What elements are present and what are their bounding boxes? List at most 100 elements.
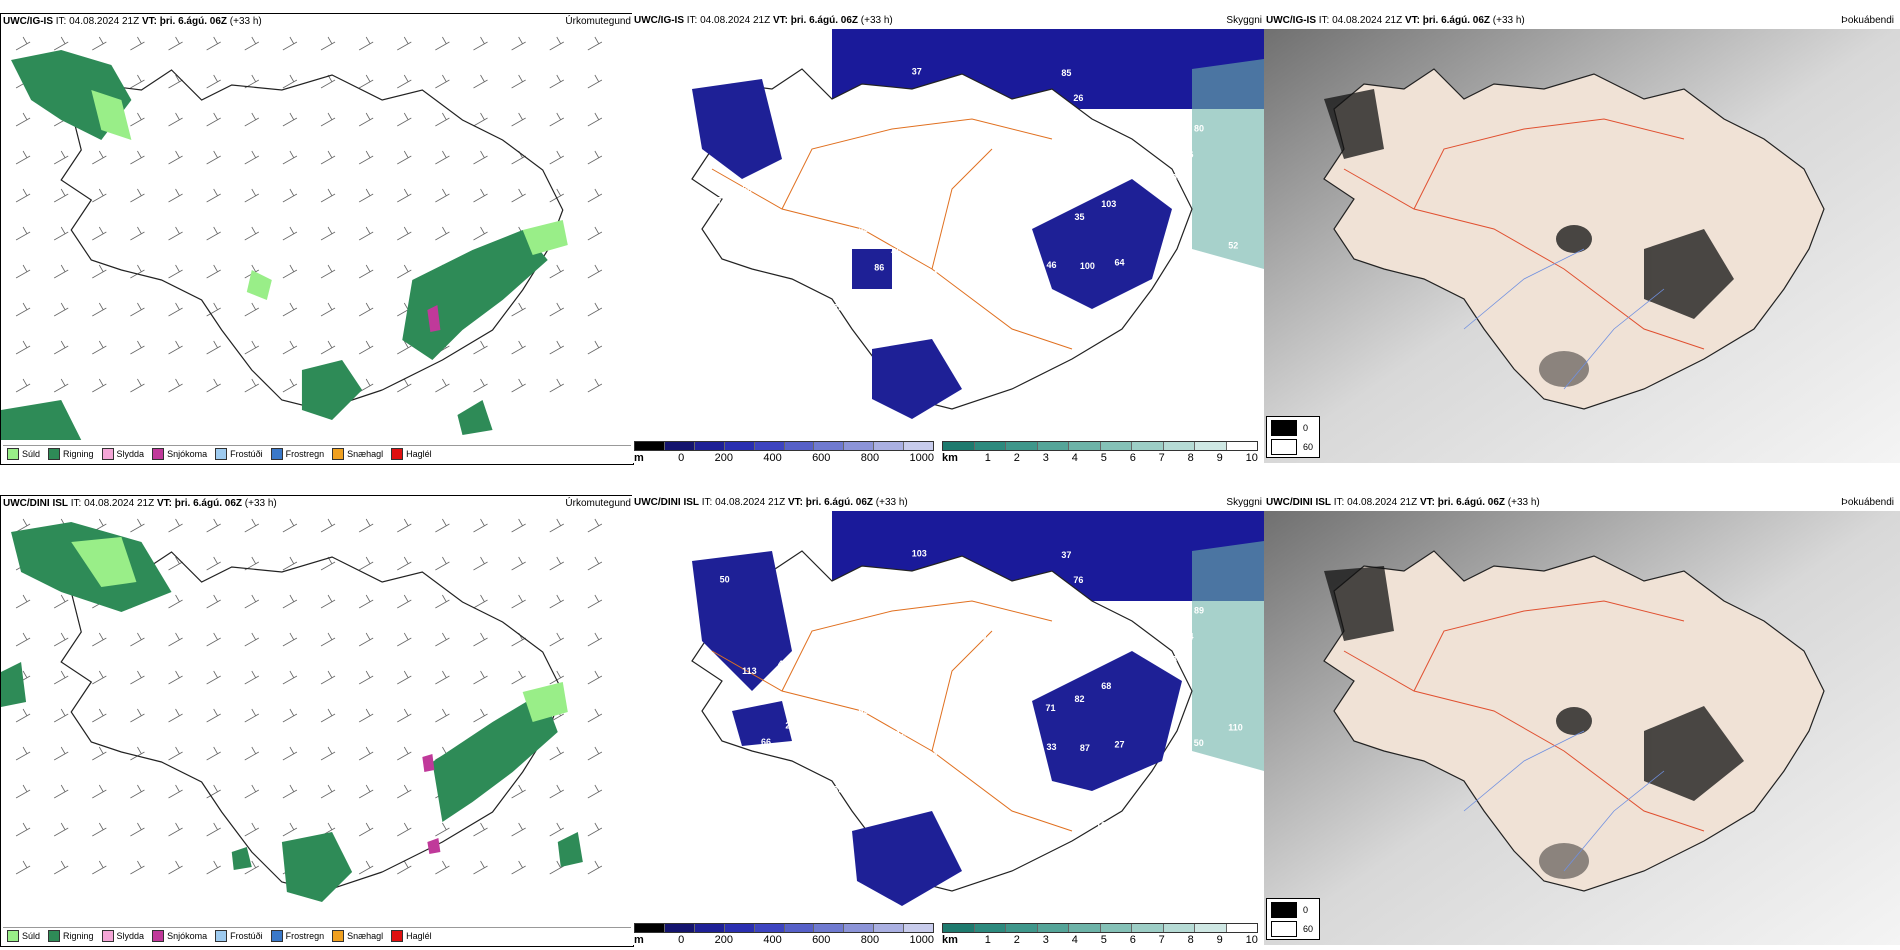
colorbar-segment (1195, 442, 1227, 450)
wind-barb (435, 378, 450, 393)
fog-dark-areas (1324, 89, 1734, 387)
wind-barb (473, 226, 488, 241)
cloudbase-value: 10 (1078, 117, 1088, 127)
rain-areas (1, 522, 583, 902)
cloudbase-value: 79 (836, 399, 846, 409)
legend-label: Frostúði (230, 931, 263, 941)
cloudbase-value: 50 (833, 117, 843, 127)
wind-barb (130, 378, 145, 393)
wind-barb (511, 784, 526, 799)
cloudbase-value: 90 (874, 745, 884, 755)
legend-swatch (7, 448, 19, 460)
roads (711, 118, 1073, 350)
fog-panel-top: UWC/IG-IS IT: 04.08.2024 21Z VT: þri. 6.… (1264, 13, 1900, 463)
colorbar-segment (1069, 924, 1101, 932)
legend-label: Snjókoma (167, 931, 208, 941)
wind-barb (130, 822, 145, 837)
cloudbase-value: 162 (888, 701, 903, 711)
wind-barb (549, 74, 564, 89)
wind-barb (473, 556, 488, 571)
wind-barb (549, 378, 564, 393)
colorbar-tick-label: 3 (1042, 452, 1049, 463)
colorbar-segment (694, 924, 725, 932)
iceland-outline (60, 69, 564, 411)
wind-barb (168, 822, 183, 837)
fog-legend-row: 60 (1267, 918, 1319, 937)
wind-barb (206, 226, 221, 241)
wind-barb (244, 36, 260, 51)
legend-swatch (215, 448, 228, 460)
wind-barb (320, 518, 336, 533)
wind-barb (168, 708, 183, 723)
panel-header: UWC/IG-IS IT: 04.08.2024 21Z VT: þri. 6.… (1264, 13, 1900, 29)
wind-barb (244, 226, 260, 241)
colorbar-segment (943, 924, 975, 932)
roads (711, 600, 1073, 832)
cloudbase-value: 95 (858, 706, 868, 716)
wind-barb (53, 264, 69, 279)
wind-barb (473, 670, 488, 685)
cloudbase-value: 32 (687, 312, 697, 322)
cloudbase-value: 46 (941, 83, 951, 93)
wind-barb (92, 340, 107, 355)
wind-barb (435, 822, 450, 837)
wind-barb (130, 226, 145, 241)
wind-barb (53, 670, 69, 685)
wind-barb (473, 860, 488, 875)
cloudbase-value: 110 (1228, 723, 1243, 733)
cloudbase-value: 48 (833, 599, 843, 609)
wind-barb (53, 340, 69, 355)
cloudbase-value: 11 (1182, 820, 1192, 830)
cloudbase-value: 37 (1194, 256, 1204, 266)
wind-barb (435, 74, 450, 89)
wind-barb (206, 670, 221, 685)
wind-barb (244, 784, 260, 799)
wind-barb (92, 746, 107, 761)
wind-barb (53, 784, 69, 799)
fog-map (1264, 511, 1900, 945)
fog-legend-value: 0 (1303, 423, 1309, 433)
colorbar-segment (814, 442, 845, 450)
legend-swatch (215, 930, 228, 942)
colorbar-segment (635, 442, 665, 450)
colorbar-segment (1100, 924, 1132, 932)
colorbar-segment (844, 924, 875, 932)
roads (1343, 600, 1705, 832)
colorbar-segment (754, 442, 785, 450)
colorbar-segment (694, 442, 725, 450)
cloudbase-value: 42 (971, 150, 981, 160)
legend-label: Snæhagl (347, 931, 384, 941)
panel-title: Skyggni (1226, 497, 1262, 508)
wind-barb (397, 226, 412, 241)
cloudbase-value: 79 (1034, 791, 1044, 801)
fog-map-svg (1264, 29, 1900, 463)
cloudbase-value: 91 (1006, 879, 1016, 889)
cloudbase-value: 112 (891, 728, 906, 738)
legend-swatch (391, 448, 404, 460)
colorbar-tick-label: 8 (1187, 934, 1194, 945)
wind-barb (92, 860, 107, 875)
wind-barb (15, 264, 31, 279)
legend-swatch (48, 930, 61, 942)
colorbar-tick-label: 200 (714, 934, 733, 945)
legend-swatch (270, 930, 283, 942)
wind-barb (511, 518, 526, 533)
wind-barb (168, 632, 183, 647)
colorbar-segment (1100, 442, 1132, 450)
wind-barb (282, 36, 298, 51)
cloudbase-value: 81 (971, 863, 981, 873)
wind-barb (168, 188, 183, 203)
wind-barb (206, 74, 221, 89)
cloudbase-value: 90 (943, 817, 953, 827)
wind-barb (53, 302, 69, 317)
low-cloud-areas (692, 551, 1182, 906)
cloudbase-value: 48 (884, 192, 894, 202)
colorbar-tick-label: 5 (1100, 934, 1107, 945)
wind-barb (358, 518, 374, 533)
cloudbase-value: 39 (833, 785, 843, 795)
wind-barb (358, 784, 374, 799)
cloudbase-value: 50 (720, 575, 730, 585)
wind-barb (587, 746, 603, 761)
cloudbase-value: 69 (1044, 642, 1054, 652)
wind-barb (549, 36, 564, 51)
